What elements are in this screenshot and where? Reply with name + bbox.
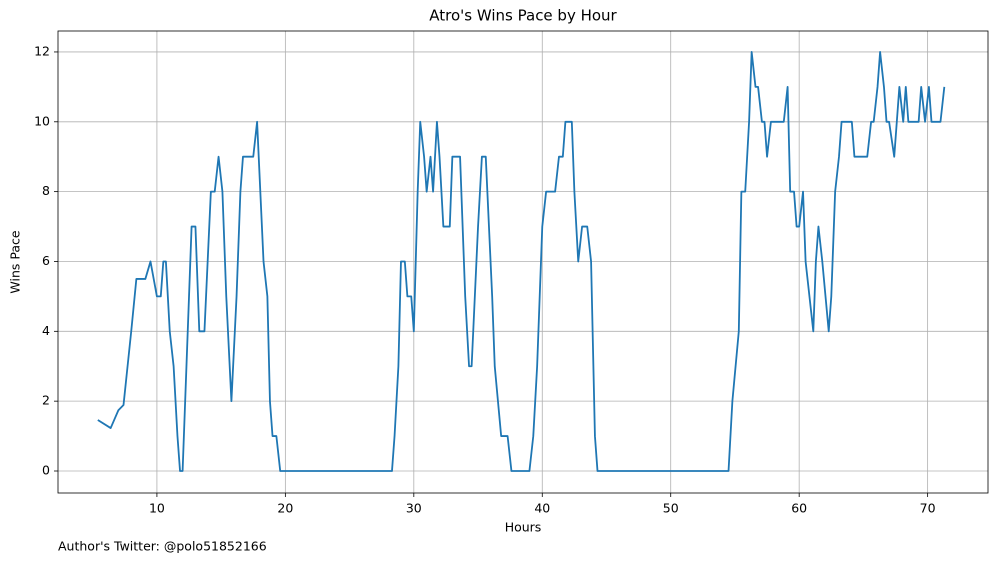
data-line — [97, 51, 946, 472]
plot-frame — [57, 30, 989, 494]
x-tick-label: 20 — [277, 501, 293, 516]
x-tick-label: 70 — [920, 501, 936, 516]
x-tick-label: 40 — [534, 501, 550, 516]
x-tick-label: 60 — [791, 501, 807, 516]
y-tick-label: 2 — [42, 393, 50, 408]
x-tick-label: 50 — [663, 501, 679, 516]
chart-title: Atro's Wins Pace by Hour — [429, 7, 617, 25]
y-tick-label: 12 — [34, 43, 50, 58]
y-tick-label: 6 — [42, 253, 50, 268]
x-tick-label: 10 — [149, 501, 165, 516]
y-tick-label: 10 — [34, 113, 50, 128]
y-tick-label: 4 — [42, 323, 50, 338]
y-axis-label: Wins Pace — [8, 230, 23, 293]
x-axis-label: Hours — [505, 520, 542, 535]
annotation: Author's Twitter: @polo51852166 — [58, 539, 267, 554]
x-tick-label: 30 — [406, 501, 422, 516]
y-tick-label: 0 — [42, 463, 50, 478]
y-tick-label: 8 — [42, 183, 50, 198]
